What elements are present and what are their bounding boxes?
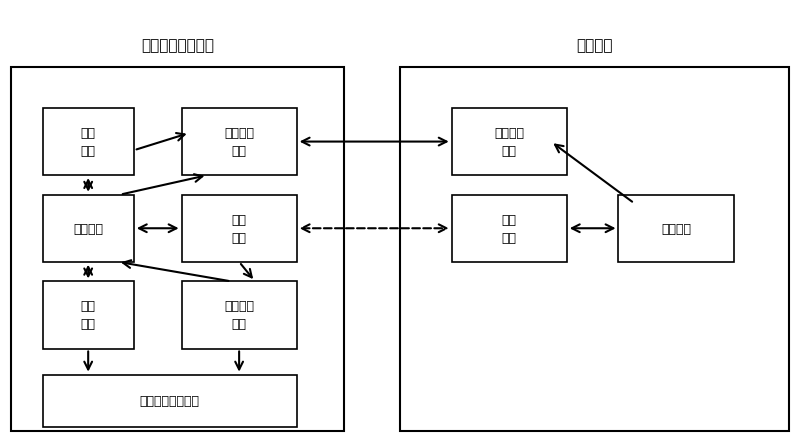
Bar [618, 195, 734, 262]
Text: 网络
接口: 网络 接口 [81, 300, 96, 331]
Bar [42, 195, 134, 262]
Text: 电子衡器标定装置: 电子衡器标定装置 [141, 39, 214, 53]
Text: 电子衡器: 电子衡器 [576, 39, 613, 53]
Bar [182, 109, 297, 176]
Bar [42, 282, 134, 349]
Bar [182, 282, 297, 349]
Bar [42, 109, 134, 176]
Text: 控制单元: 控制单元 [73, 222, 103, 235]
Bar [42, 374, 297, 427]
Text: 标准串行
接口: 标准串行 接口 [224, 127, 254, 158]
Bar [400, 67, 790, 431]
Bar [452, 109, 567, 176]
Bar [182, 195, 297, 262]
Text: 刷卡
单元: 刷卡 单元 [81, 127, 96, 158]
Text: 计量监督管理平台: 计量监督管理平台 [140, 394, 200, 407]
Text: 通用串行
接口: 通用串行 接口 [224, 300, 254, 331]
Bar [10, 67, 344, 431]
Text: 验证
单元: 验证 单元 [502, 213, 517, 244]
Text: 控制单元: 控制单元 [661, 222, 691, 235]
Text: 标准串行
接口: 标准串行 接口 [494, 127, 524, 158]
Bar [452, 195, 567, 262]
Text: 认证
单元: 认证 单元 [232, 213, 246, 244]
